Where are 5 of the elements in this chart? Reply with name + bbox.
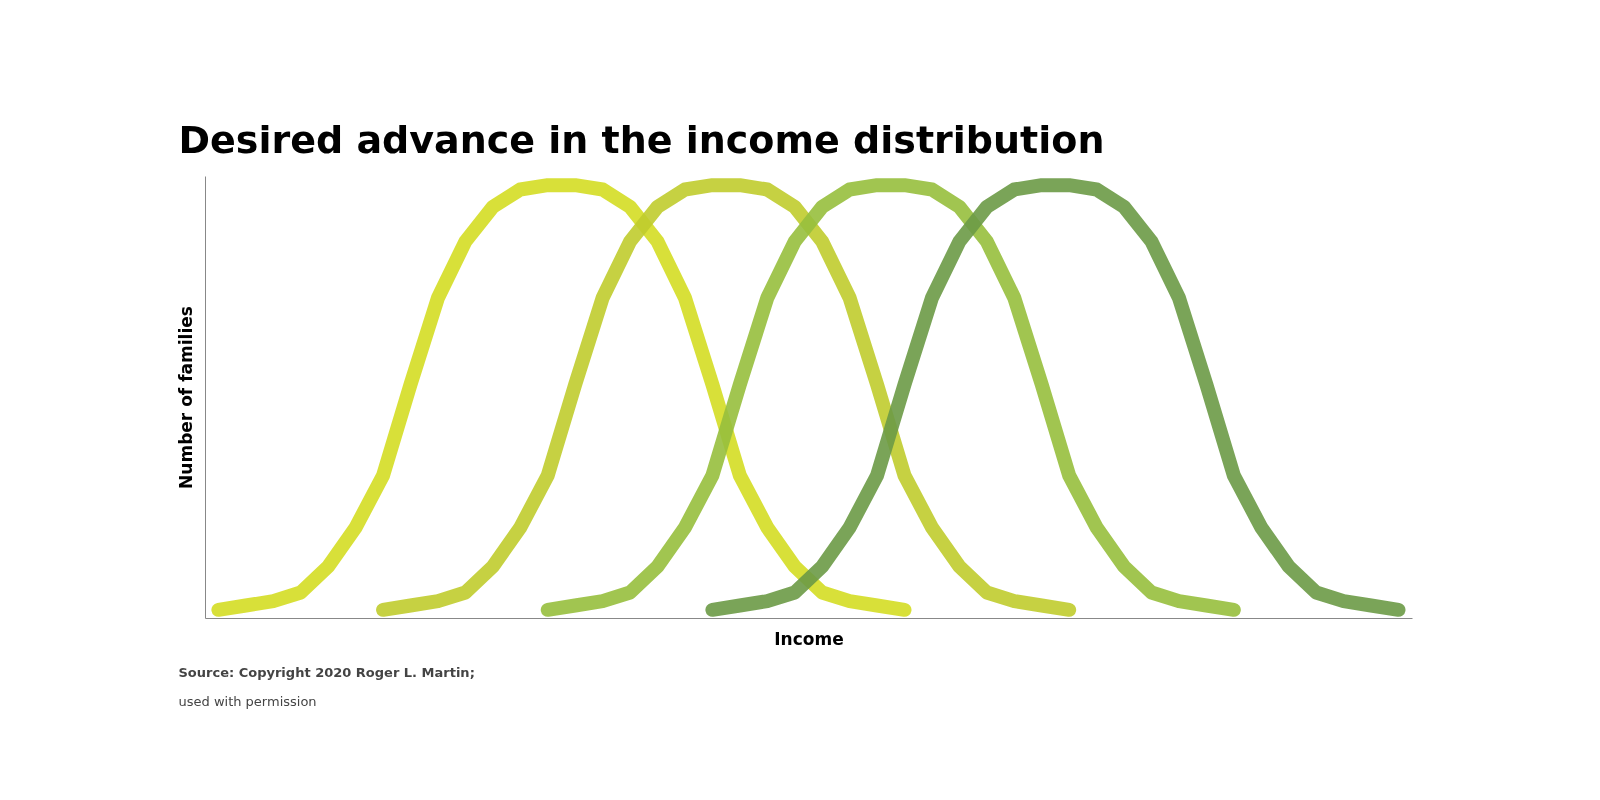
y-axis-title: Number of families [175, 306, 196, 489]
x-axis-title: Income [774, 628, 844, 649]
chart-title: Desired advance in the income distribution [178, 117, 1105, 162]
text: used with permission [178, 693, 317, 709]
source-note: Source: Copyright 2020 Roger L. Martin; [178, 664, 475, 680]
